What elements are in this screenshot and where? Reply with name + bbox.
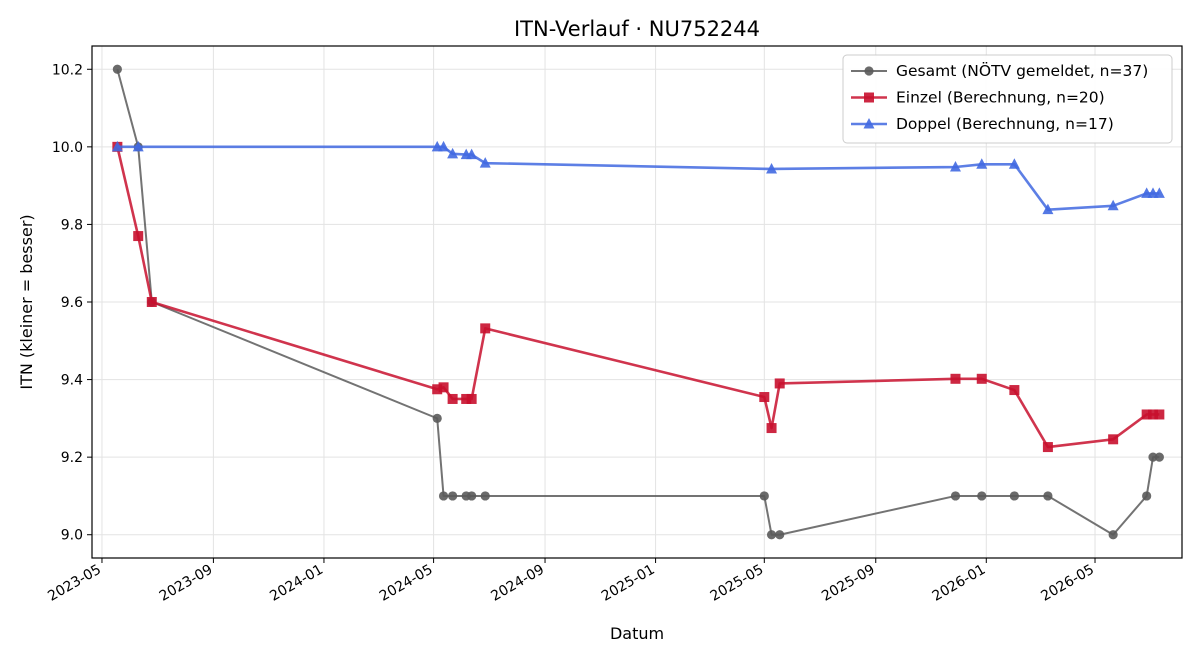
- data-point: [438, 140, 450, 152]
- data-point: [766, 530, 777, 540]
- data-point: [1108, 434, 1119, 445]
- data-point: [775, 530, 785, 540]
- series-layer: [111, 64, 1165, 540]
- series-triangle: [111, 140, 1165, 215]
- data-point: [480, 323, 491, 334]
- data-point: [111, 140, 123, 152]
- y-tick-label: 9.4: [61, 373, 83, 389]
- data-point: [977, 491, 987, 501]
- data-point: [950, 491, 961, 501]
- series-line: [116, 146, 1160, 449]
- data-point: [479, 157, 491, 168]
- data-point: [766, 162, 778, 174]
- y-tick-label: 9.6: [61, 295, 83, 311]
- data-point: [1108, 530, 1118, 540]
- x-tick-label: 2023-05: [45, 562, 104, 605]
- data-point: [432, 384, 443, 395]
- legend-entry-label: Einzel (Berechnung, n=20): [896, 89, 1105, 107]
- data-point: [976, 158, 988, 169]
- x-axis-label: Datum: [610, 624, 664, 643]
- data-point: [1008, 158, 1020, 169]
- grid-lines: [92, 46, 1182, 558]
- series-line: [117, 145, 1160, 211]
- data-point: [1142, 491, 1152, 501]
- y-axis: 9.0 9.2 9.4 9.6 9.8 10.0 10.2: [52, 62, 92, 544]
- x-tick-label: 2024-01: [267, 562, 326, 605]
- data-point: [1009, 385, 1020, 396]
- legend-marker: [863, 118, 875, 129]
- data-point: [1148, 452, 1158, 462]
- x-tick-label: 2024-05: [377, 562, 436, 605]
- x-tick-label: 2023-09: [157, 562, 216, 605]
- data-point: [1154, 409, 1165, 420]
- data-point: [1153, 187, 1165, 198]
- data-point: [447, 393, 458, 404]
- data-point: [949, 161, 961, 172]
- y-tick-label: 9.8: [61, 217, 83, 233]
- data-point: [1141, 409, 1152, 420]
- x-tick-label: 2025-09: [819, 562, 878, 605]
- data-point: [146, 297, 157, 307]
- data-point: [950, 373, 961, 384]
- legend-box: [842, 54, 1173, 144]
- y-axis-label: ITN (kleiner = besser): [17, 214, 36, 389]
- data-point: [1154, 452, 1164, 462]
- y-tick-label: 10.2: [52, 62, 83, 78]
- legend: Gesamt (NÖTV gemeldet, n=37) Einzel (Bere…: [842, 54, 1173, 144]
- legend-marker: [864, 66, 874, 76]
- data-point: [466, 393, 477, 404]
- data-point: [432, 413, 442, 423]
- data-point: [448, 491, 458, 501]
- chart-title: ITN-Verlauf · NU752244: [514, 17, 760, 41]
- data-point: [1042, 442, 1053, 453]
- data-point: [976, 373, 987, 384]
- legend-entry-label: Doppel (Berechnung, n=17): [896, 115, 1114, 133]
- data-point: [447, 147, 459, 159]
- data-point: [466, 148, 478, 160]
- y-tick-label: 10.0: [52, 140, 83, 156]
- x-axis: 2023-05 2023-09 2024-01 2024-05 2024-09 2025-…: [45, 558, 1097, 605]
- data-point: [759, 491, 769, 501]
- data-point: [112, 64, 122, 74]
- series-square: [112, 141, 1165, 453]
- data-point: [133, 231, 144, 242]
- data-point: [438, 491, 449, 501]
- data-point: [438, 382, 449, 393]
- legend-marker: [864, 92, 874, 103]
- data-point: [774, 378, 785, 389]
- data-point: [480, 491, 490, 501]
- x-tick-label: 2024-09: [488, 562, 547, 605]
- x-tick-label: 2026-05: [1038, 562, 1097, 605]
- data-point: [1043, 491, 1053, 501]
- series-line: [116, 69, 1160, 536]
- data-point: [766, 423, 777, 434]
- y-tick-label: 9.2: [61, 450, 83, 466]
- data-point: [1042, 203, 1054, 215]
- y-tick-label: 9.0: [61, 528, 83, 544]
- x-tick-label: 2025-05: [708, 562, 767, 605]
- x-tick-label: 2025-01: [599, 562, 658, 605]
- legend-entry-label: Gesamt (NÖTV gemeldet, n=37): [896, 61, 1148, 80]
- data-point: [132, 140, 144, 152]
- data-point: [759, 392, 770, 403]
- x-tick-label: 2026-01: [930, 562, 989, 605]
- data-point: [1009, 491, 1019, 501]
- data-point: [1107, 199, 1119, 211]
- data-point: [467, 491, 477, 501]
- data-point: [1148, 409, 1159, 420]
- data-point: [461, 393, 472, 404]
